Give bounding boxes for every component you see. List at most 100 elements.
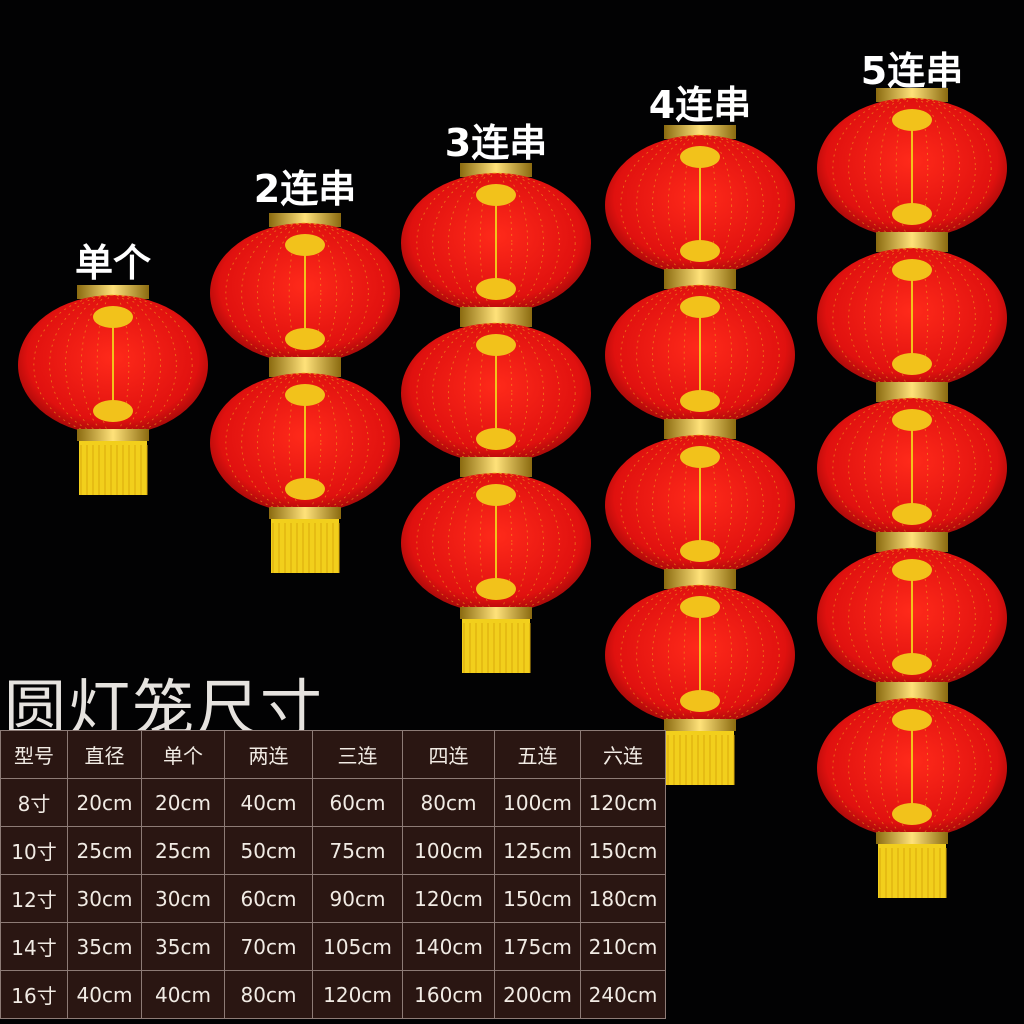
column-header: 四连 [402,730,495,779]
table-cell: 70cm [224,922,313,971]
lucky-knot-icon [892,803,932,825]
table-cell: 140cm [402,922,495,971]
lantern-top-cap [460,163,532,177]
tassel [271,519,340,573]
lantern [817,388,1007,544]
lantern-top-cap [460,313,532,327]
column-header: 型号 [0,730,68,779]
lantern-top-cap [876,388,948,402]
lantern [18,285,208,441]
lantern [817,538,1007,694]
table-cell: 30cm [141,874,225,923]
table-cell: 180cm [580,874,666,923]
table-cell: 40cm [141,970,225,1019]
table-cell: 35cm [141,922,225,971]
lucky-knot-icon [680,240,720,262]
lucky-knot-icon [476,184,516,206]
lantern [401,463,591,619]
table-cell: 75cm [312,826,403,875]
table-cell: 40cm [67,970,142,1019]
table-cell: 120cm [312,970,403,1019]
lucky-knot-icon [285,478,325,500]
lantern-top-cap [876,538,948,552]
column-header: 三连 [312,730,403,779]
table-cell: 25cm [67,826,142,875]
table-cell: 10寸 [0,826,68,875]
table-cell: 160cm [402,970,495,1019]
table-cell: 240cm [580,970,666,1019]
lucky-knot-icon [892,653,932,675]
lantern-bottom-cap [460,607,532,619]
lantern [605,275,795,431]
lucky-knot-icon [680,446,720,468]
lucky-knot-icon [476,278,516,300]
lucky-knot-icon [93,400,133,422]
tassel [462,619,531,673]
lantern-top-cap [664,575,736,589]
lantern-bottom-cap [269,507,341,519]
table-row: 12寸 30cm 30cm 60cm 90cm 120cm 150cm 180cm [0,874,666,923]
table-cell: 200cm [494,970,581,1019]
lantern-top-cap [664,425,736,439]
lucky-knot-icon [680,146,720,168]
lucky-knot-icon [892,259,932,281]
lucky-knot-icon [892,409,932,431]
table-cell: 80cm [224,970,313,1019]
lucky-knot-icon [680,596,720,618]
lantern-bottom-cap [77,429,149,441]
lucky-knot-icon [285,234,325,256]
table-cell: 50cm [224,826,313,875]
column-header: 六连 [580,730,666,779]
lantern [605,125,795,281]
lucky-knot-icon [680,690,720,712]
lantern-group-label: 单个 [74,241,152,285]
lantern-top-cap [269,363,341,377]
lucky-knot-icon [892,353,932,375]
lucky-knot-icon [892,203,932,225]
table-cell: 20cm [67,778,142,827]
table-cell: 100cm [494,778,581,827]
lantern [401,163,591,319]
table-cell: 125cm [494,826,581,875]
lantern-top-cap [876,238,948,252]
tassel [666,731,735,785]
lucky-knot-icon [476,578,516,600]
table-header-row: 型号 直径 单个 两连 三连 四连 五连 六连 [0,730,666,779]
lantern [210,213,400,369]
lantern [817,88,1007,244]
column-header: 单个 [141,730,225,779]
lantern-bottom-cap [876,832,948,844]
lantern-top-cap [460,463,532,477]
lucky-knot-icon [892,109,932,131]
table-row: 10寸 25cm 25cm 50cm 75cm 100cm 125cm 150cm [0,826,666,875]
table-cell: 150cm [580,826,666,875]
table-cell: 80cm [402,778,495,827]
column-header: 直径 [67,730,142,779]
table-cell: 100cm [402,826,495,875]
table-cell: 8寸 [0,778,68,827]
table-cell: 120cm [402,874,495,923]
lucky-knot-icon [892,503,932,525]
table-cell: 60cm [224,874,313,923]
lantern [817,238,1007,394]
lucky-knot-icon [680,540,720,562]
table-cell: 120cm [580,778,666,827]
table-cell: 30cm [67,874,142,923]
lucky-knot-icon [285,328,325,350]
table-cell: 175cm [494,922,581,971]
lantern [210,363,400,519]
table-cell: 150cm [494,874,581,923]
tassel [79,441,148,495]
table-cell: 210cm [580,922,666,971]
lantern-group-label: 5连串 [860,49,964,93]
lucky-knot-icon [476,484,516,506]
column-header: 五连 [494,730,581,779]
lucky-knot-icon [680,390,720,412]
lucky-knot-icon [476,334,516,356]
table-cell: 25cm [141,826,225,875]
lucky-knot-icon [680,296,720,318]
table-row: 14寸 35cm 35cm 70cm 105cm 140cm 175cm 210cm [0,922,666,971]
lantern-top-cap [269,213,341,227]
column-header: 两连 [224,730,313,779]
